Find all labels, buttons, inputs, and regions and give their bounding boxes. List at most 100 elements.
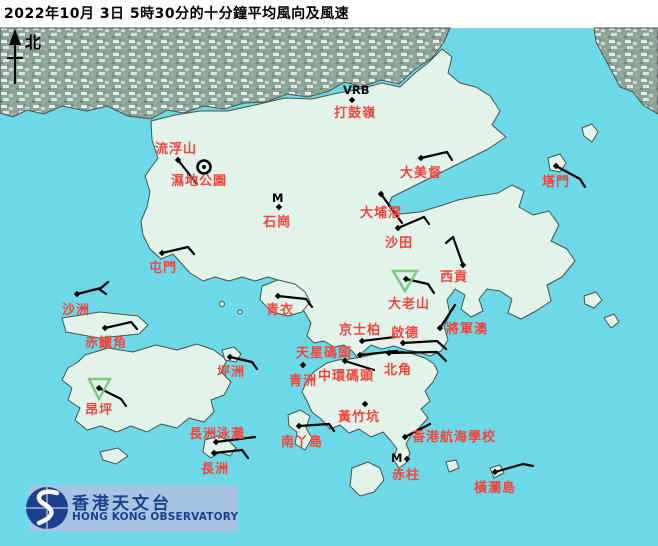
station-dot (402, 275, 410, 283)
station-label: 北角 (384, 362, 412, 378)
station-label: 西貢 (440, 270, 468, 285)
station-group: 長洲泳灘 (189, 426, 257, 446)
station-group: 沙田 (385, 215, 431, 251)
station-group: 大埔滘 (360, 190, 404, 225)
station-dot (226, 353, 234, 361)
station-annotation: M (391, 451, 402, 465)
tap-mun-island (547, 153, 567, 173)
station-label: 沙洲 (62, 303, 90, 318)
station-label: 中環碼頭 (318, 368, 374, 384)
wind-barb (438, 303, 457, 330)
station-dot (95, 384, 103, 392)
station-label: 濕地公園 (171, 173, 227, 189)
wind-barb (97, 386, 123, 401)
station-dot (275, 203, 283, 211)
station-label: 流浮山 (155, 141, 197, 157)
wind-barb (578, 177, 587, 189)
station-label: 青衣 (266, 302, 294, 318)
station-group: 香港航海學校 (401, 422, 495, 445)
station-group: 赤鱲角 (85, 320, 139, 351)
soko-island (99, 447, 129, 465)
small-island (219, 301, 225, 307)
station-group: 大美督 (400, 150, 454, 181)
wind-barb (426, 282, 436, 295)
wind-barb (240, 448, 250, 460)
station-group: 橫瀾島 (474, 462, 535, 496)
station-dot (385, 349, 393, 357)
station-dot (356, 351, 364, 359)
station-group: 長洲 (201, 448, 250, 477)
station-label: 南丫島 (281, 434, 323, 450)
wind-barb (97, 287, 108, 296)
station-label: 打鼓嶺 (334, 105, 376, 121)
station-group: 塔門 (542, 162, 587, 190)
small-island (583, 291, 603, 309)
station-dot (459, 261, 467, 269)
wind-barb (212, 448, 244, 455)
station-label: 將軍澳 (446, 321, 488, 337)
wind-barb (404, 277, 430, 286)
station-label: 黃竹坑 (337, 409, 380, 425)
station-group: 黃竹坑 (337, 400, 380, 425)
station-dot (299, 361, 307, 369)
wind-barb (521, 462, 535, 468)
station-group: 啟德 (391, 325, 448, 351)
station-label: 橫瀾島 (474, 480, 516, 496)
wind-barb (445, 150, 454, 162)
station-group: 北角 (384, 349, 448, 378)
station-group: 中環碼頭 (318, 357, 376, 384)
wind-barb (103, 320, 133, 330)
station-group: M 赤柱 (391, 451, 420, 483)
wind-barb (419, 150, 449, 160)
wind-barb (304, 297, 314, 309)
station-group: 大老山 (388, 269, 436, 312)
wind-barb (327, 422, 336, 433)
station-label: 坪洲 (217, 365, 245, 380)
wind-barb (186, 245, 196, 256)
station-label: 屯門 (149, 260, 177, 276)
lamma-island (287, 409, 313, 451)
wind-barb (401, 339, 439, 345)
station-group: 京士柏 (339, 322, 397, 345)
wind-barb (435, 350, 448, 363)
station-dot (377, 190, 385, 198)
station-label: 赤柱 (392, 467, 420, 483)
lantau-island (61, 343, 232, 433)
hongkong-landmass (61, 48, 620, 497)
station-dot (210, 449, 218, 457)
wind-barb (297, 422, 331, 428)
tsing-yi-island (259, 279, 311, 317)
wind-barb (250, 360, 259, 371)
station-dot (361, 400, 369, 408)
station-dot (552, 162, 560, 170)
station-dot (101, 324, 109, 332)
station-group: 沙洲 (62, 280, 110, 318)
station-label: 長洲泳灘 (189, 426, 245, 442)
wind-barb (176, 158, 199, 186)
mainland-landmass (0, 27, 658, 120)
wind-barb (451, 235, 465, 267)
wind-barb (379, 192, 404, 225)
station-dot (417, 154, 425, 162)
station-dot (295, 422, 303, 430)
po-toi-island (349, 461, 385, 497)
station-label: 赤鱲角 (85, 335, 127, 351)
station-dot (358, 337, 366, 345)
station-group: 昂坪 (85, 377, 128, 418)
station-dot (174, 156, 182, 164)
wind-barb (99, 280, 110, 290)
wind-barb (387, 350, 439, 355)
station-label: 啟德 (391, 325, 419, 341)
wind-barb (554, 164, 582, 181)
station-group: 流浮山 (155, 141, 199, 186)
station-dot (401, 433, 409, 441)
station-dot (212, 438, 220, 446)
station-dot (403, 455, 411, 463)
wind-barb (343, 359, 376, 372)
station-label: 沙田 (385, 236, 413, 251)
new-territories (140, 48, 576, 359)
station-label: 大美督 (400, 165, 442, 181)
station-dot (341, 357, 349, 365)
mirs-bay-island (581, 123, 599, 143)
